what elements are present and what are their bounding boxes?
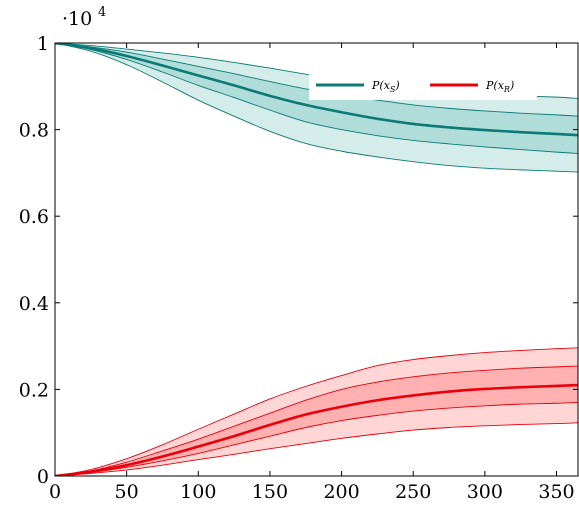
y-tick-label: 0.2 (19, 379, 49, 401)
legend: P(xS) P(xR) (309, 70, 537, 100)
x-tick-label: 150 (252, 481, 288, 503)
series-s-inner-lower-line (55, 43, 578, 154)
series-s-outer-lower-line (55, 43, 578, 173)
series-group (55, 43, 578, 476)
y-tick-label: 0.6 (19, 206, 49, 228)
x-tick-label: 200 (323, 481, 359, 503)
x-tick-label: 100 (180, 481, 216, 503)
x-tick-label: 50 (115, 481, 139, 503)
series-s-mean-line (55, 43, 578, 137)
series-r-outer-upper-line (55, 347, 578, 476)
x-tick-label: 300 (467, 481, 503, 503)
y-tick-label: 0.4 (19, 293, 49, 315)
y-multiplier-exponent: 4 (98, 5, 106, 20)
x-tick-label: 0 (49, 481, 61, 503)
plot-frame (54, 42, 579, 477)
series-r-inner-band (55, 366, 578, 476)
x-tick-label: 350 (538, 481, 574, 503)
series-r-outer-lower-line (55, 422, 578, 476)
series-r-inner-upper-line (55, 365, 578, 476)
x-tick-label: 250 (395, 481, 431, 503)
plot-area (55, 43, 578, 476)
y-tick-label: 0 (37, 466, 49, 488)
axes: 0 50 100 150 200 250 300 350 0 0.2 0.4 0.6 0.8 1 ·10 4 (19, 5, 579, 503)
y-tick-label: 1 (37, 33, 49, 55)
legend-label-r: P(xR) (485, 79, 514, 94)
y-multiplier-label: ·10 (62, 8, 92, 30)
y-tick-label: 0.8 (19, 120, 49, 142)
series-r-mean-line (55, 383, 578, 476)
legend-label-s: P(xS) (371, 79, 400, 94)
series-r-inner-lower-line (55, 401, 578, 476)
